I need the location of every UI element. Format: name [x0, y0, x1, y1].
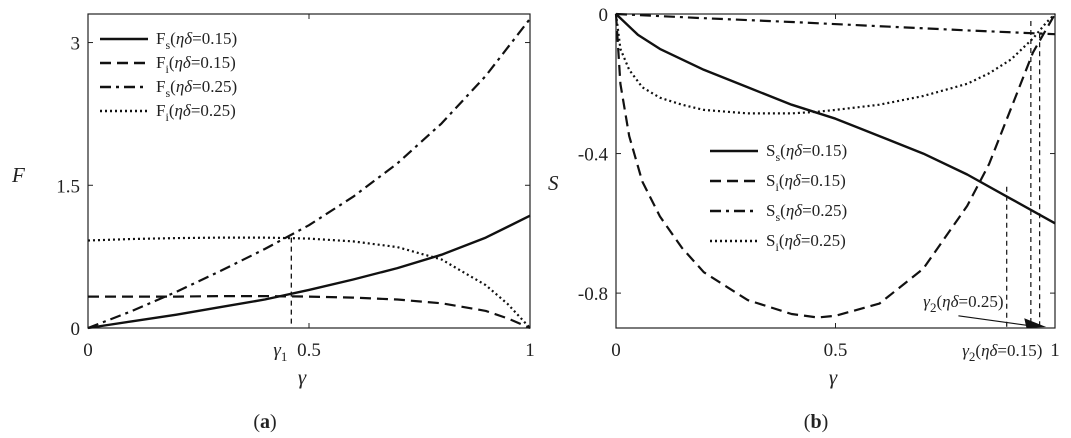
gamma2-015-label: γ2(ηδ=0.15)	[962, 341, 1042, 364]
series-line-1	[615, 13, 1056, 225]
plot-frame-a	[87, 13, 531, 329]
annotations-a: γ1	[273, 237, 292, 364]
x-tick-label: 0	[611, 340, 621, 361]
series-line-4	[614, 13, 1056, 115]
legend-a: Fs(ηδ=0.15)Fi(ηδ=0.15)Fs(ηδ=0.25)Fi(ηδ=0…	[100, 29, 237, 124]
y-tick-label: 0	[599, 5, 609, 26]
x-tick-label: 0.5	[297, 340, 321, 361]
ticks-a: 0 0.5 1 0 1.5 3	[56, 14, 535, 361]
y-tick-label: -0.8	[578, 284, 608, 305]
panel-a: 0 0.5 1 0 1.5 3 Fs(ηδ=0.15)Fi(ηδ=0.15)Fs(ηδ=0…	[11, 13, 535, 433]
y-tick-label: 1.5	[56, 176, 80, 197]
legend-entry: Si(ηδ=0.25)	[766, 231, 846, 254]
series-line-3	[615, 12, 1056, 36]
x-tick-label: 0.5	[824, 340, 848, 361]
legend-entry: Fs(ηδ=0.15)	[156, 29, 237, 52]
y-axis-label-a: F	[11, 163, 25, 187]
y-tick-label: 0	[71, 319, 81, 340]
gamma2-025-label: γ2(ηδ=0.25)	[923, 292, 1003, 315]
gamma2-arrow-line	[958, 315, 1029, 327]
legend-entry: Fi(ηδ=0.25)	[156, 101, 236, 124]
series-line-3	[87, 18, 531, 330]
legend-entry: Fs(ηδ=0.25)	[156, 77, 237, 100]
x-axis-label-b: γ	[829, 365, 838, 389]
series-lines-b	[614, 12, 1056, 319]
x-axis-label-a: γ	[298, 365, 307, 389]
legend-entry: Ss(ηδ=0.15)	[766, 141, 847, 164]
y-tick-label: 3	[71, 34, 81, 55]
legend-entry: Fi(ηδ=0.15)	[156, 53, 236, 76]
y-tick-label: -0.4	[578, 145, 609, 166]
gamma1-label: γ1	[273, 340, 287, 364]
panel-caption-b: (b)	[804, 411, 828, 433]
x-tick-label: 1	[1050, 340, 1060, 361]
panel-b: 0 0.5 10-0.4-0.8 Ss(ηδ=0.15)Si(ηδ=0.15)Ss(…	[548, 5, 1060, 433]
legend-entry: Si(ηδ=0.15)	[766, 171, 846, 194]
series-line-4	[87, 236, 531, 329]
x-tick-label: 1	[525, 340, 535, 361]
ticks-b: 0 0.5 1 0 -0.4 -0.8	[578, 5, 1060, 361]
series-line-2	[614, 13, 1056, 319]
gamma2-arrow-head	[1024, 318, 1047, 328]
series-line-1	[87, 214, 531, 330]
series-line-2	[88, 295, 531, 330]
annotations-b: γ2(ηδ=0.25) γ2(ηδ=0.15)	[923, 20, 1047, 364]
legend-b: Ss(ηδ=0.15) Si(ηδ=0.15) Ss(ηδ=0.25) Si(ηδ=0…	[710, 141, 847, 254]
panel-caption-a: (a)	[253, 411, 276, 433]
series-lines-a	[87, 18, 531, 330]
y-axis-label-b: S	[548, 171, 559, 195]
x-tick-label: 0	[83, 340, 93, 361]
legend-entry: Ss(ηδ=0.25)	[766, 201, 847, 224]
